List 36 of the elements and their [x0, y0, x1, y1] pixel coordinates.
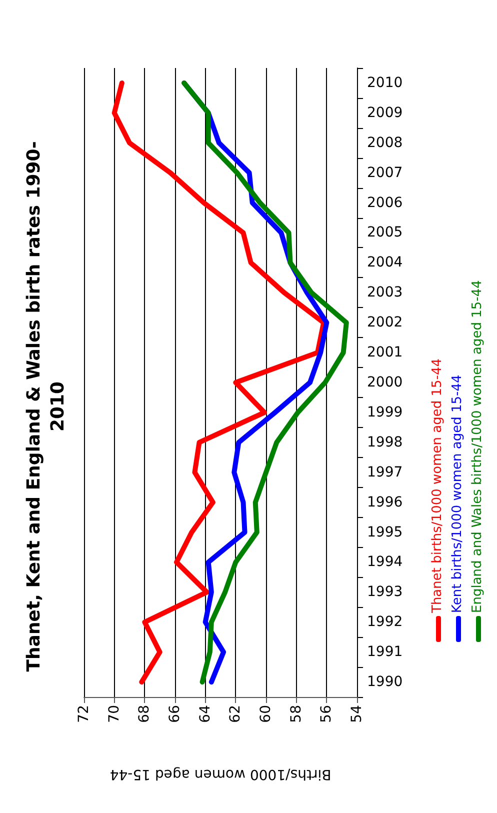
x-tick-label: 70	[106, 705, 122, 723]
y-tick-label: 1998	[367, 434, 403, 450]
y-tick-label: 2007	[367, 164, 403, 181]
y-tick-label: 1993	[367, 584, 403, 600]
y-tick-label: 1995	[367, 524, 403, 540]
y-tick-label: 2004	[367, 254, 403, 271]
x-tick-label: 54	[349, 704, 365, 723]
x-tick-label: 56	[318, 704, 335, 723]
y-tick-label: 2008	[367, 134, 403, 151]
x-tick-label: 62	[228, 705, 244, 723]
x-tick-label: 66	[167, 704, 183, 723]
text: Thanet births/1000 women aged 15-44	[429, 358, 446, 613]
x-axis-title: Births/1000 women aged 15-44	[110, 766, 332, 782]
x-tick-label: 64	[197, 704, 214, 723]
text: England and Wales births/1000 women aged 15-44	[469, 280, 486, 613]
y-tick-label: 2003	[367, 284, 403, 301]
y-tick-label: 2000	[367, 374, 403, 390]
y-tick-label: 1991	[367, 644, 403, 660]
y-tick-label: 2002	[367, 314, 403, 331]
y-tick-label: 1990	[367, 674, 403, 690]
y-tick-label: 2006	[367, 194, 403, 211]
y-tick-label: 2001	[367, 344, 403, 361]
text: Kent births/1000 women aged 15-44	[449, 374, 466, 613]
x-tick-label: 68	[136, 705, 153, 723]
x-tick-label: 60	[258, 705, 274, 723]
text: Thanet, Kent and England & Wales birth rates 1990- 2010	[24, 141, 68, 672]
y-tick-label: 1996	[367, 494, 403, 510]
y-tick-label: 2005	[367, 224, 403, 241]
y-tick-label: 2009	[367, 104, 403, 121]
y-tick-label: 1994	[367, 554, 403, 570]
x-tick-label: 58	[288, 705, 304, 723]
x-tick-label: 72	[76, 705, 92, 723]
y-tick-label: 1992	[367, 614, 403, 630]
y-tick-label: 1997	[367, 464, 403, 480]
y-tick-label: 1999	[367, 404, 403, 420]
y-tick-label: 2010	[367, 74, 403, 91]
